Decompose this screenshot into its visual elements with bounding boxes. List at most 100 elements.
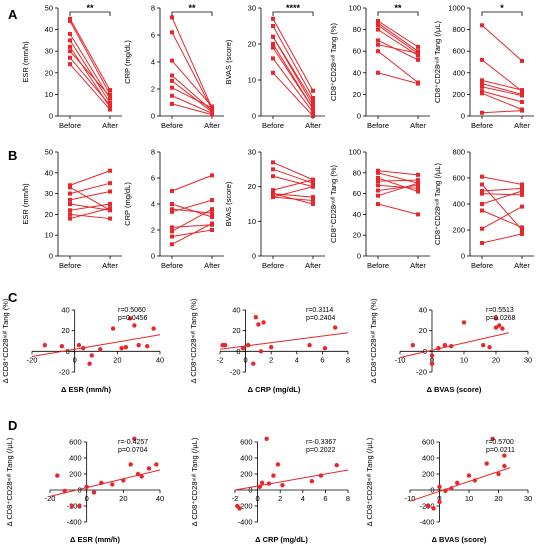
before-point <box>480 189 484 193</box>
y-tick-label: 40 <box>232 306 240 315</box>
data-point <box>429 353 435 358</box>
data-point <box>484 461 489 466</box>
y-tick-label: 0 <box>49 252 53 261</box>
pair-line <box>481 79 523 91</box>
y-tick-label: 800 <box>452 148 465 157</box>
y-tick-label: -20 <box>230 368 241 377</box>
after-point <box>108 189 112 194</box>
y-axis-label: Δ CD8⁺CD28ⁿᵘˡˡ Tang (%) <box>1 298 10 383</box>
x-tick-label: 0 <box>430 355 434 364</box>
before-point <box>480 174 484 179</box>
x-tick-label: -10 <box>405 494 416 503</box>
y-tick-label: 600 <box>69 438 82 447</box>
y-tick-label: 6 <box>151 31 155 40</box>
data-point <box>128 462 133 467</box>
before-point <box>68 55 72 60</box>
y-tick-label: 20 <box>353 90 361 99</box>
after-point <box>210 215 214 219</box>
data-point <box>127 316 133 321</box>
after-point <box>311 195 315 200</box>
data-point <box>322 346 328 351</box>
data-point <box>436 346 441 351</box>
data-point <box>84 484 89 489</box>
after-point <box>416 212 420 217</box>
before-point <box>480 202 484 206</box>
y-tick-label: 0 <box>151 252 155 261</box>
after-point <box>520 108 524 113</box>
x-tick-label: 2 <box>278 494 282 503</box>
pair-line <box>377 184 419 189</box>
data-point <box>502 463 507 469</box>
data-point <box>493 325 499 330</box>
after-point <box>210 228 214 232</box>
before-point <box>68 18 72 23</box>
y-tick-label: 80 <box>353 168 361 177</box>
pair-line <box>377 182 419 197</box>
y-tick-label: 80 <box>353 25 361 34</box>
y-tick-label: 6 <box>151 174 155 183</box>
data-point <box>123 345 129 350</box>
after-point <box>108 92 112 97</box>
x-tick-label: 0 <box>256 494 260 503</box>
x-tick-label: 30 <box>524 494 532 503</box>
data-point <box>245 342 251 348</box>
before-point <box>170 209 174 214</box>
data-point <box>431 506 436 511</box>
after-point <box>311 184 315 189</box>
panel-label-c: C <box>8 290 18 305</box>
after-point <box>108 107 112 112</box>
pair-line <box>272 36 314 106</box>
x-tick-label: Before <box>161 261 183 270</box>
pair-line <box>171 224 213 228</box>
chart-a-0: 0 10 20 30 40 50 Before After ESR (mm/h) ** <box>21 3 122 130</box>
y-axis-label: CRP (mg/dL) <box>123 40 132 84</box>
pair-line <box>69 191 111 201</box>
panel-label-b: B <box>8 148 17 163</box>
x-tick-label: 40 <box>156 355 164 364</box>
y-tick-label: 0 <box>357 252 361 261</box>
after-point <box>520 228 524 232</box>
before-point <box>68 183 72 188</box>
pair-line <box>377 177 419 192</box>
after-point <box>416 183 420 188</box>
regression-line <box>49 469 161 497</box>
regression-line <box>219 332 349 350</box>
y-tick-label: 2 <box>151 85 155 94</box>
pair-line <box>377 20 419 48</box>
significance-label: * <box>500 3 504 13</box>
pair-line <box>377 170 419 176</box>
after-point <box>108 216 112 221</box>
x-tick-label: 20 <box>119 494 127 503</box>
x-tick-label: 8 <box>346 355 350 364</box>
pair-line <box>69 186 111 211</box>
after-point <box>311 99 315 104</box>
pair-line <box>69 50 111 97</box>
after-point <box>520 204 524 209</box>
after-point <box>210 112 214 117</box>
x-tick-label: After <box>204 261 220 270</box>
y-tick-label: 30 <box>248 4 256 13</box>
pair-line <box>272 161 314 181</box>
after-point <box>520 192 524 197</box>
pair-line <box>272 18 314 92</box>
data-point <box>333 325 338 330</box>
y-tick-label: -200 <box>238 502 253 511</box>
y-tick-label: 100 <box>348 4 361 13</box>
x-axis-label: Δ ESR (mm/h) <box>61 385 111 394</box>
after-point <box>108 202 112 206</box>
pair-line <box>171 223 213 245</box>
after-point <box>416 51 420 56</box>
before-point <box>170 30 174 35</box>
data-point <box>269 345 274 350</box>
pair-line <box>171 80 213 113</box>
before-point <box>68 16 72 21</box>
chart-a-3: 0 20 40 60 80 100 Before After CD8⁺CD28ⁿᵘˡˡ Tang… <box>329 3 430 130</box>
significance-bracket <box>272 11 314 16</box>
before-point <box>170 234 174 239</box>
before-point <box>480 241 484 245</box>
significance-label: ** <box>394 3 402 13</box>
